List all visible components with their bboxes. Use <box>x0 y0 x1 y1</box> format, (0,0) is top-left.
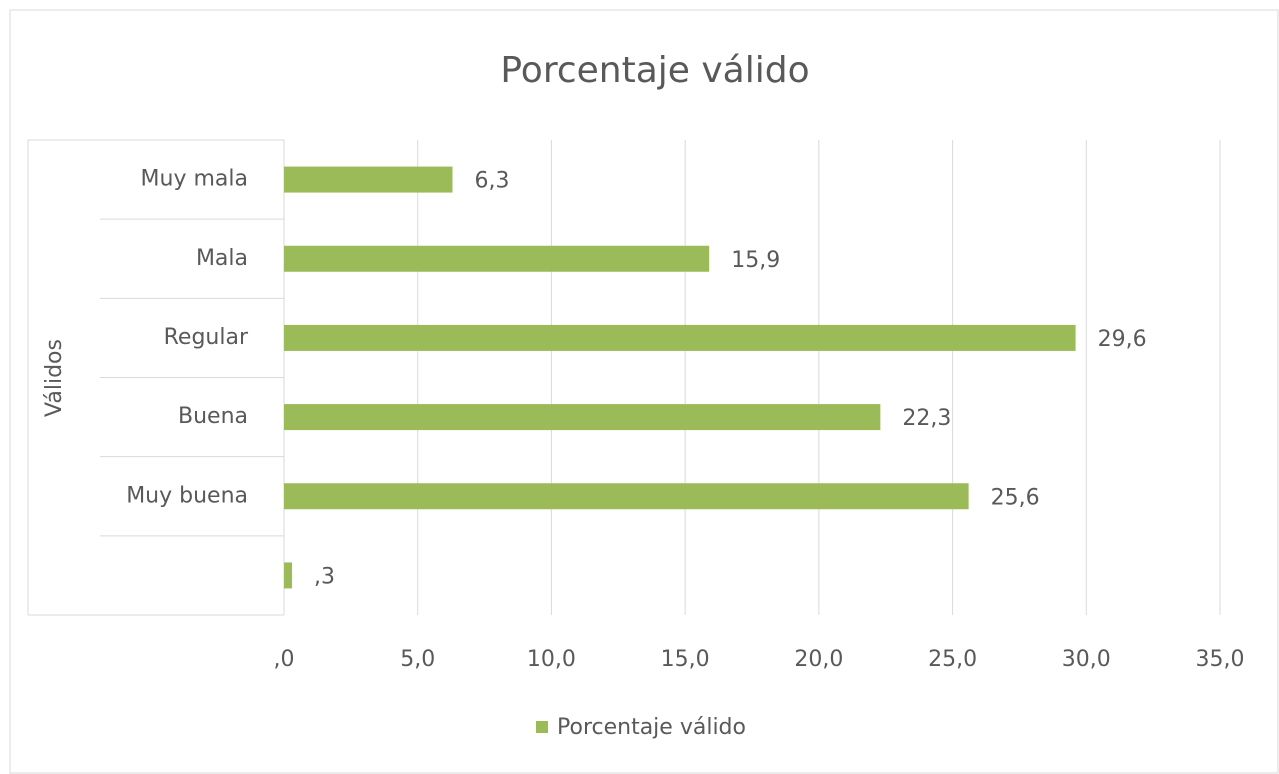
chart-border <box>9 9 1279 774</box>
y-tick-label: Buena <box>178 404 248 429</box>
y-tick-label: Mala <box>196 246 248 271</box>
x-tick-label: 35,0 <box>1196 647 1245 672</box>
y-tick-label: Muy mala <box>141 167 248 192</box>
x-tick-label: ,0 <box>274 647 295 672</box>
x-tick-label: 15,0 <box>661 647 710 672</box>
value-label: 29,6 <box>1098 327 1147 352</box>
chart-title: Porcentaje válido <box>500 50 809 91</box>
legend-label: Porcentaje válido <box>557 715 746 740</box>
value-label: 22,3 <box>902 406 951 431</box>
value-label: 25,6 <box>991 485 1040 510</box>
legend-swatch <box>536 721 548 733</box>
value-label: ,3 <box>314 564 335 589</box>
group-label: Válidos <box>42 339 67 417</box>
bar <box>284 562 293 589</box>
x-tick-label: 5,0 <box>400 647 435 672</box>
y-tick-label: Muy buena <box>126 483 248 508</box>
bar <box>284 483 969 510</box>
x-tick-label: 30,0 <box>1062 647 1111 672</box>
x-tick-label: 25,0 <box>928 647 977 672</box>
bar <box>284 166 453 193</box>
x-tick-label: 20,0 <box>794 647 843 672</box>
y-tick-label: Regular <box>164 325 249 350</box>
value-label: 15,9 <box>731 248 780 273</box>
bar <box>284 324 1076 351</box>
x-tick-label: 10,0 <box>527 647 576 672</box>
bar <box>284 245 710 272</box>
bar <box>284 404 881 431</box>
value-label: 6,3 <box>474 169 509 194</box>
